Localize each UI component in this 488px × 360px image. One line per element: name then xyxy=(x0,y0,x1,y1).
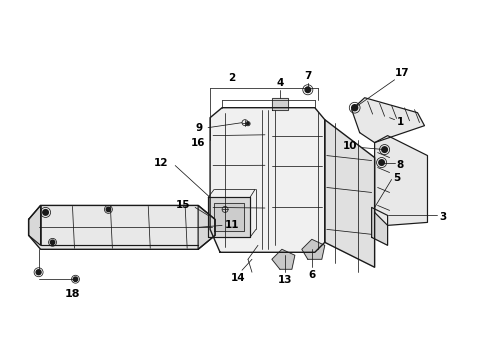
Circle shape xyxy=(73,277,78,282)
Text: 5: 5 xyxy=(393,172,400,183)
Text: 6: 6 xyxy=(307,270,315,280)
Circle shape xyxy=(42,210,48,215)
Circle shape xyxy=(246,122,249,125)
Text: 4: 4 xyxy=(276,78,283,88)
Polygon shape xyxy=(351,98,424,143)
Text: 14: 14 xyxy=(230,273,245,283)
Text: 10: 10 xyxy=(343,141,357,150)
Polygon shape xyxy=(271,249,294,269)
Circle shape xyxy=(305,87,310,93)
Text: 1: 1 xyxy=(396,117,403,127)
Polygon shape xyxy=(208,197,249,237)
Circle shape xyxy=(381,147,386,152)
Text: 15: 15 xyxy=(175,201,190,211)
Circle shape xyxy=(36,270,41,275)
Polygon shape xyxy=(29,206,41,245)
Polygon shape xyxy=(210,108,324,252)
Text: 8: 8 xyxy=(396,159,403,170)
Polygon shape xyxy=(198,206,215,249)
Polygon shape xyxy=(271,98,287,110)
Text: 2: 2 xyxy=(228,73,235,83)
Polygon shape xyxy=(301,239,324,259)
Circle shape xyxy=(106,207,110,212)
Polygon shape xyxy=(371,207,387,245)
Text: 16: 16 xyxy=(190,138,204,148)
Text: 13: 13 xyxy=(277,275,291,285)
Text: 18: 18 xyxy=(64,289,80,299)
Text: 11: 11 xyxy=(224,220,239,230)
Circle shape xyxy=(50,240,55,244)
Circle shape xyxy=(378,160,384,165)
Polygon shape xyxy=(214,203,244,231)
Polygon shape xyxy=(374,136,427,225)
Text: 9: 9 xyxy=(196,123,203,132)
Text: 12: 12 xyxy=(153,158,168,167)
Circle shape xyxy=(351,105,357,111)
Text: 7: 7 xyxy=(304,71,311,81)
Polygon shape xyxy=(324,120,374,267)
Text: 17: 17 xyxy=(394,68,408,78)
Polygon shape xyxy=(29,206,215,249)
Text: 3: 3 xyxy=(439,212,446,222)
